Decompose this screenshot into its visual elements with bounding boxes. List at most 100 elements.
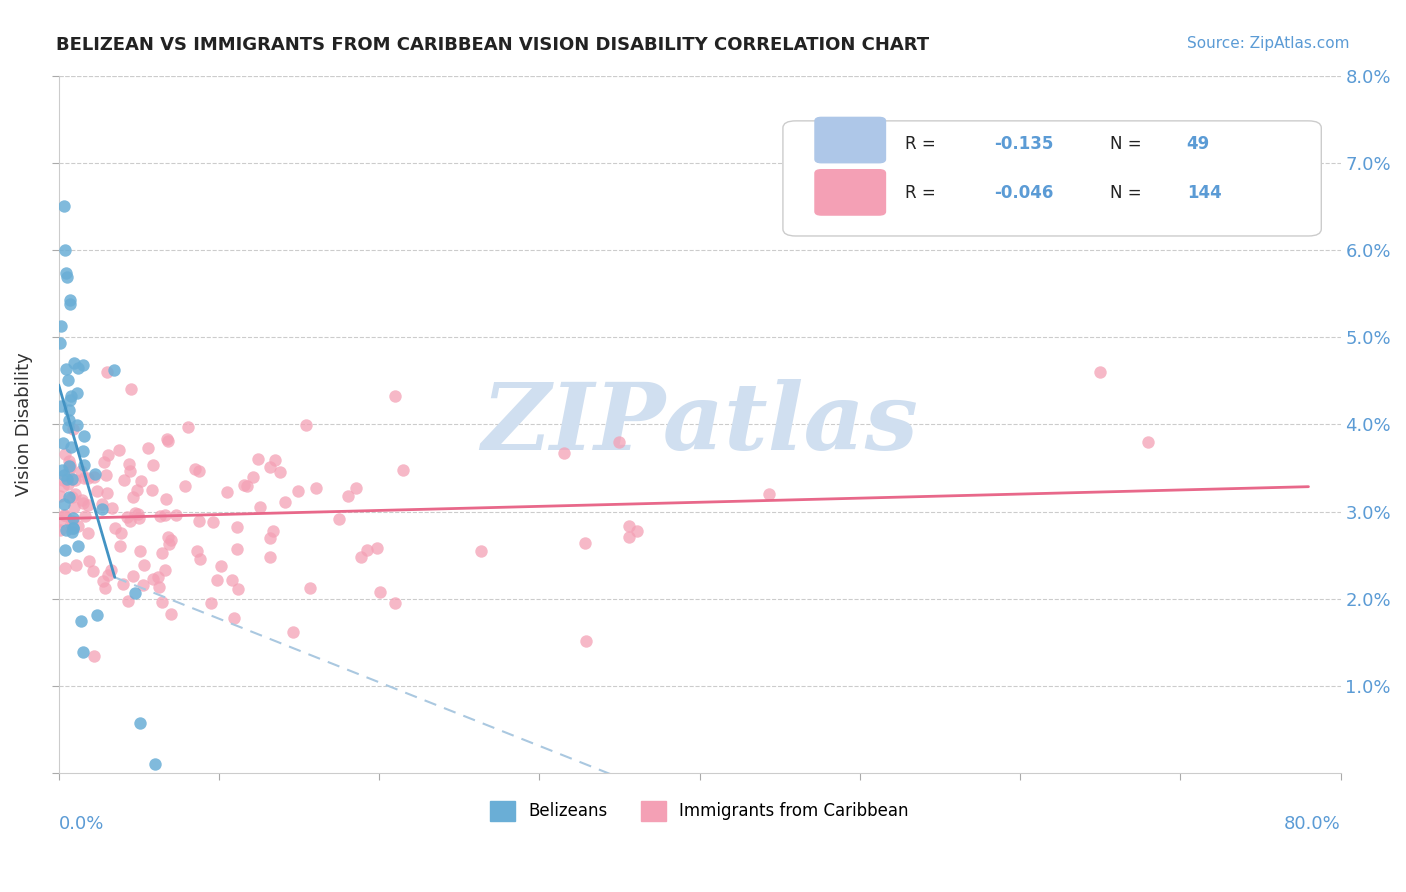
Point [53, 447, 76, 461]
Point [66, 385, 89, 400]
Point [93, 455, 115, 469]
Point [299, 581, 322, 595]
Point [77, 470, 100, 484]
Point [165, 508, 187, 523]
Point [70, 465, 93, 479]
Point [66, 518, 89, 533]
Point [132, 578, 155, 592]
Point [287, 483, 309, 498]
Point [1137, 434, 1160, 449]
Point [94, 468, 117, 483]
Point [136, 441, 159, 455]
Text: R =: R = [904, 135, 935, 153]
Point [201, 515, 224, 529]
Point [118, 464, 141, 478]
Point [49, 399, 72, 413]
Point [117, 594, 139, 608]
Text: BELIZEAN VS IMMIGRANTS FROM CARIBBEAN VISION DISABILITY CORRELATION CHART: BELIZEAN VS IMMIGRANTS FROM CARIBBEAN VI… [56, 36, 929, 54]
Point [155, 432, 177, 446]
Point [350, 550, 373, 565]
Point [72, 496, 94, 510]
Point [281, 625, 304, 640]
Point [58, 373, 80, 387]
Point [49, 319, 72, 334]
Point [392, 463, 415, 477]
Point [73, 429, 96, 443]
Point [55, 523, 77, 537]
Point [58, 459, 80, 474]
Point [60, 389, 83, 403]
Point [83, 470, 105, 484]
Point [75, 509, 97, 524]
Point [183, 462, 205, 476]
Point [233, 477, 256, 491]
Point [149, 509, 172, 524]
Point [188, 552, 211, 566]
Point [56, 472, 79, 486]
Point [52, 435, 75, 450]
Text: Source: ZipAtlas.com: Source: ZipAtlas.com [1187, 36, 1350, 51]
Text: 144: 144 [1187, 184, 1222, 202]
Text: ZIPatlas: ZIPatlas [481, 379, 918, 469]
Text: N =: N = [1109, 135, 1142, 153]
Point [128, 510, 150, 524]
Point [59, 460, 82, 475]
Point [104, 521, 127, 535]
Point [112, 473, 135, 487]
Point [91, 497, 114, 511]
Point [574, 536, 596, 550]
Point [110, 525, 132, 540]
Point [235, 479, 257, 493]
Point [67, 539, 90, 553]
Point [65, 558, 87, 572]
Point [65, 487, 87, 501]
Point [186, 543, 208, 558]
Point [103, 363, 125, 377]
Point [125, 483, 148, 497]
Y-axis label: Vision Disability: Vision Disability [15, 352, 32, 496]
Point [128, 544, 150, 558]
Point [142, 573, 165, 587]
Point [209, 558, 232, 573]
Point [226, 582, 249, 597]
Point [155, 492, 177, 507]
Point [51, 479, 73, 493]
Point [59, 521, 82, 535]
Point [63, 356, 86, 370]
Point [52, 199, 75, 213]
Point [124, 586, 146, 600]
Point [575, 633, 598, 648]
Point [150, 595, 173, 609]
Point [609, 434, 631, 449]
Point [60, 517, 83, 532]
Point [58, 413, 80, 427]
Point [225, 541, 247, 556]
Point [142, 458, 165, 473]
Point [143, 757, 166, 772]
Text: -0.135: -0.135 [994, 135, 1054, 153]
Point [83, 648, 105, 663]
Point [336, 489, 359, 503]
Point [72, 645, 94, 659]
Point [328, 511, 350, 525]
Point [120, 383, 142, 397]
Point [148, 580, 170, 594]
Point [72, 358, 94, 372]
FancyBboxPatch shape [815, 169, 886, 215]
Point [70, 615, 93, 629]
Point [60, 490, 83, 504]
Point [553, 446, 575, 460]
Point [262, 524, 284, 539]
Point [53, 497, 76, 511]
Point [90, 501, 112, 516]
FancyBboxPatch shape [783, 121, 1322, 236]
Point [66, 417, 89, 432]
FancyBboxPatch shape [815, 118, 886, 162]
Point [86, 483, 108, 498]
Point [384, 389, 406, 403]
Point [100, 500, 122, 515]
Point [58, 491, 80, 505]
Point [626, 524, 648, 538]
Point [56, 477, 79, 491]
Text: 80.0%: 80.0% [1284, 815, 1340, 833]
